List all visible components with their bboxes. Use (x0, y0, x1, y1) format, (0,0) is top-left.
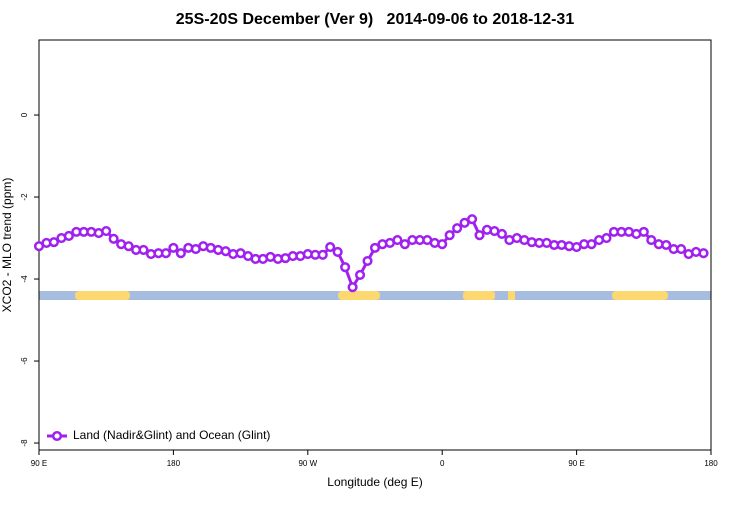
point (601, 232, 612, 244)
point (340, 262, 351, 273)
x-tick-label: 90 E (31, 459, 47, 468)
point (108, 233, 119, 244)
point (646, 235, 657, 246)
point (160, 248, 171, 259)
y-tick-label: 0 (20, 112, 29, 117)
chart-title: 25S-20S December (Ver 9) 2014-09-06 to 2… (176, 11, 575, 28)
point (168, 242, 179, 253)
x-tick-label: 90 E (568, 459, 584, 468)
point (101, 226, 112, 237)
point (638, 226, 649, 237)
land-segment (338, 291, 380, 300)
point (698, 248, 709, 259)
point (175, 248, 186, 259)
land-segment (612, 291, 668, 300)
land-segment (75, 291, 130, 300)
point (362, 255, 373, 267)
point (332, 246, 343, 258)
point (496, 228, 507, 239)
y-tick-label: -8 (20, 439, 29, 447)
y-axis-title: XCO2 - MLO trend (ppm) (0, 178, 14, 313)
point (63, 230, 74, 242)
point (325, 242, 336, 253)
x-tick-label: 0 (440, 459, 445, 468)
point (459, 217, 470, 228)
point (123, 241, 134, 252)
land-segment (463, 291, 495, 300)
x-tick-label: 180 (704, 459, 718, 468)
point (317, 249, 328, 260)
point (452, 223, 463, 234)
point (392, 235, 403, 246)
legend-marker (51, 430, 63, 442)
point (444, 230, 455, 241)
y-tick-label: -6 (20, 357, 29, 365)
point (48, 237, 59, 248)
point (399, 239, 410, 250)
legend-label: Land (Nadir&Glint) and Ocean (Glint) (73, 428, 270, 442)
point (347, 282, 358, 293)
point (661, 239, 672, 251)
point (437, 239, 448, 250)
point (676, 244, 687, 255)
point (474, 230, 485, 241)
land-segment (508, 291, 515, 300)
point (467, 214, 478, 225)
point (586, 239, 597, 250)
point (369, 242, 381, 253)
y-tick-label: -4 (20, 275, 29, 283)
x-tick-label: 180 (167, 459, 181, 468)
point (355, 269, 366, 280)
x-tick-label: 90 W (298, 459, 317, 468)
land-ocean-band (39, 291, 711, 300)
point (138, 244, 149, 255)
x-axis-title: Longitude (deg E) (327, 475, 422, 489)
y-tick-label: -2 (20, 193, 29, 201)
